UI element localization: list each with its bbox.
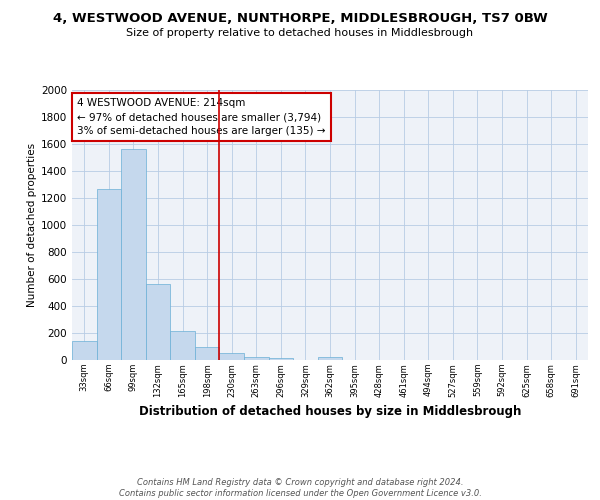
Text: Contains HM Land Registry data © Crown copyright and database right 2024.
Contai: Contains HM Land Registry data © Crown c… [119, 478, 481, 498]
Bar [318, 358, 342, 360]
Text: Size of property relative to detached houses in Middlesbrough: Size of property relative to detached ho… [127, 28, 473, 38]
Bar [269, 358, 293, 360]
Bar [220, 352, 244, 360]
Bar [121, 148, 146, 360]
Text: 4, WESTWOOD AVENUE, NUNTHORPE, MIDDLESBROUGH, TS7 0BW: 4, WESTWOOD AVENUE, NUNTHORPE, MIDDLESBR… [53, 12, 547, 26]
Bar [170, 331, 195, 360]
Bar [146, 284, 170, 360]
Bar [244, 356, 269, 360]
Bar [72, 341, 97, 360]
X-axis label: Distribution of detached houses by size in Middlesbrough: Distribution of detached houses by size … [139, 405, 521, 418]
Text: 4 WESTWOOD AVENUE: 214sqm
← 97% of detached houses are smaller (3,794)
3% of sem: 4 WESTWOOD AVENUE: 214sqm ← 97% of detac… [77, 98, 326, 136]
Bar [195, 346, 220, 360]
Bar [97, 189, 121, 360]
Y-axis label: Number of detached properties: Number of detached properties [27, 143, 37, 307]
